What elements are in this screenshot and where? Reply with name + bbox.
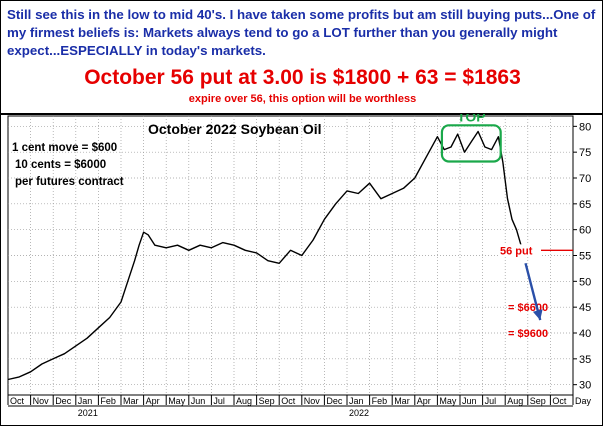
x-tick-label: Jan <box>78 396 93 406</box>
x-tick-label: Oct <box>552 396 567 406</box>
x-tick-label: May <box>168 396 186 406</box>
commentary-box: Still see this in the low to mid 40's. I… <box>0 0 603 114</box>
y-tick-label: 75 <box>579 147 591 159</box>
y-tick-label: 35 <box>579 354 591 366</box>
year-label: 2022 <box>349 408 369 418</box>
y-tick-label: 60 <box>579 225 591 237</box>
y-tick-label: 50 <box>579 276 591 288</box>
contract-note: 10 cents = $6000 <box>15 159 106 171</box>
x-tick-label: Apr <box>417 396 431 406</box>
x-tick-label: Jun <box>462 396 477 406</box>
y-tick-label: 65 <box>579 199 591 211</box>
x-tick-label: Jan <box>349 396 364 406</box>
put-label-background <box>499 244 541 257</box>
top-highlight-box <box>440 124 502 163</box>
x-tick-label: Dec <box>55 396 72 406</box>
x-tick-label: Apr <box>146 396 160 406</box>
contract-note: per futures contract <box>15 176 124 188</box>
x-axis-end-label: Day <box>575 396 592 406</box>
x-tick-label: Jun <box>191 396 206 406</box>
x-tick-label: Feb <box>100 396 116 406</box>
downtrend-arrow-head <box>532 309 543 321</box>
put-strike-label: 56 put <box>500 245 533 257</box>
top-label: TOP <box>457 114 486 124</box>
x-tick-label: Oct <box>281 396 296 406</box>
x-tick-label: Aug <box>236 396 252 406</box>
price-series-line <box>7 130 529 381</box>
year-label: 2021 <box>78 408 98 418</box>
y-tick-label: 45 <box>579 302 591 314</box>
x-tick-label: Aug <box>507 396 523 406</box>
x-tick-label: Nov <box>304 396 321 406</box>
annotations: October 2022 Soybean Oil 1 cent move = $6… <box>12 114 573 340</box>
commentary-text: Still see this in the low to mid 40's. I… <box>7 7 596 58</box>
x-tick-label: Mar <box>394 396 410 406</box>
y-tick-label: 80 <box>579 121 591 133</box>
x-tick-label: Feb <box>372 396 388 406</box>
y-tick-label: 70 <box>579 173 591 185</box>
price-series-group <box>7 130 529 381</box>
y-tick-label: 30 <box>579 380 591 392</box>
put-expiry-note: expire over 56, this option will be wort… <box>188 93 417 105</box>
gridlines <box>8 116 573 395</box>
x-tick-label: Sep <box>259 396 275 406</box>
x-tick-label: Jul <box>485 396 497 406</box>
x-tick-label: Mar <box>123 396 139 406</box>
x-tick-label: May <box>439 396 457 406</box>
target-label: = $6600 <box>508 302 548 314</box>
x-axis: Oct Nov Dec Jan Feb Mar Apr May Jun Jul Aug Sep Oct N… <box>7 395 592 418</box>
put-headline: October 56 put at 3.00 is $1800 + 63 = $… <box>84 66 521 89</box>
target-label: = $9600 <box>508 328 548 340</box>
x-tick-label: Oct <box>10 396 25 406</box>
y-tick-label: 55 <box>579 251 591 263</box>
x-tick-label: Sep <box>530 396 546 406</box>
y-tick-label: 40 <box>579 328 591 340</box>
x-tick-label: Jul <box>213 396 225 406</box>
chart-title: October 2022 Soybean Oil <box>148 121 322 137</box>
x-tick-label: Dec <box>326 396 343 406</box>
x-tick-label: Nov <box>33 396 50 406</box>
price-chart: 30 35 40 45 50 55 60 65 70 75 80 Oct Nov Dec Jan Feb Ma… <box>0 114 603 426</box>
contract-note: 1 cent move = $600 <box>12 142 117 154</box>
y-axis: 30 35 40 45 50 55 60 65 70 75 80 <box>573 121 591 392</box>
